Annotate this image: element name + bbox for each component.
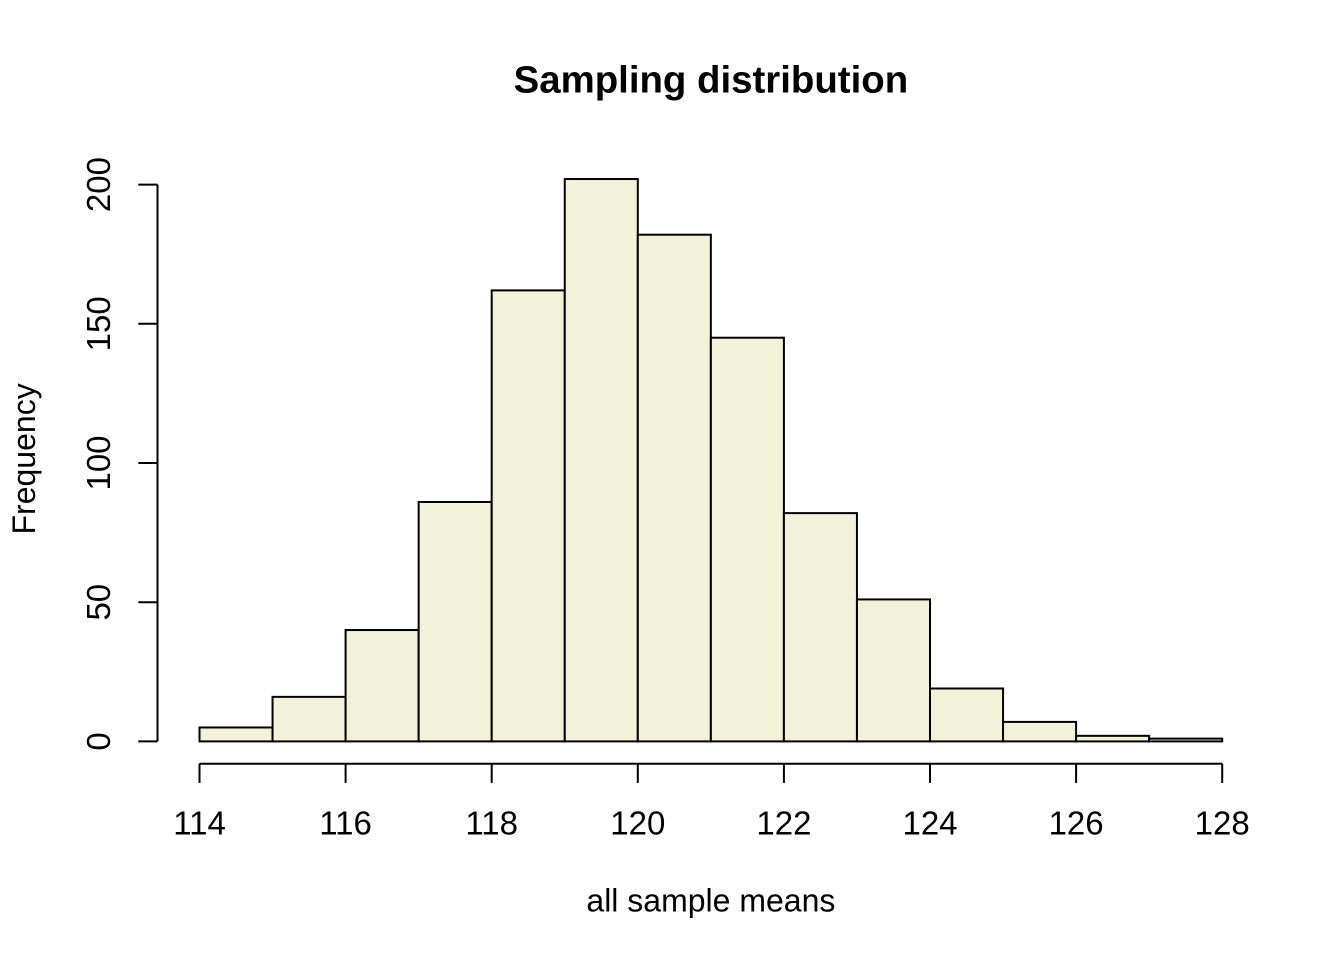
svg-text:Frequency: Frequency	[6, 383, 42, 534]
svg-text:50: 50	[80, 584, 117, 621]
svg-text:126: 126	[1049, 805, 1104, 842]
svg-text:122: 122	[756, 805, 811, 842]
svg-text:Sampling distribution: Sampling distribution	[514, 59, 909, 102]
svg-text:124: 124	[902, 805, 957, 842]
svg-text:114: 114	[173, 805, 226, 842]
svg-text:all sample means: all sample means	[586, 882, 835, 918]
svg-text:128: 128	[1195, 805, 1250, 842]
svg-text:0: 0	[80, 732, 117, 750]
svg-text:118: 118	[465, 805, 518, 842]
svg-text:100: 100	[80, 435, 117, 490]
svg-text:200: 200	[80, 157, 117, 212]
svg-text:120: 120	[610, 805, 665, 842]
svg-text:150: 150	[80, 296, 117, 351]
svg-text:116: 116	[319, 805, 372, 842]
